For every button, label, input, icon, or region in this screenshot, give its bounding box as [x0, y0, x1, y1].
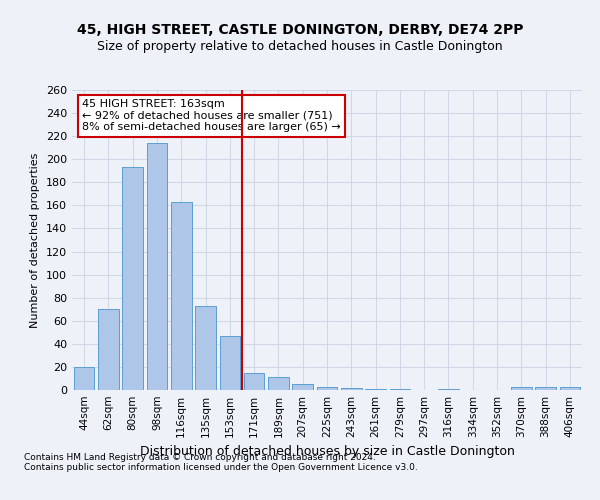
Bar — [535, 386, 556, 390]
Bar — [438, 389, 459, 390]
Bar — [122, 168, 143, 390]
Text: Contains HM Land Registry data © Crown copyright and database right 2024.: Contains HM Land Registry data © Crown c… — [24, 454, 376, 462]
Bar — [511, 386, 532, 390]
Bar — [389, 389, 410, 390]
Bar — [365, 389, 386, 390]
Bar — [195, 306, 216, 390]
Bar — [98, 309, 119, 390]
Bar — [292, 384, 313, 390]
Bar — [268, 378, 289, 390]
Bar — [220, 336, 240, 390]
Bar — [74, 367, 94, 390]
Bar — [146, 143, 167, 390]
Bar — [341, 388, 362, 390]
X-axis label: Distribution of detached houses by size in Castle Donington: Distribution of detached houses by size … — [140, 446, 514, 458]
Bar — [317, 386, 337, 390]
Text: 45, HIGH STREET, CASTLE DONINGTON, DERBY, DE74 2PP: 45, HIGH STREET, CASTLE DONINGTON, DERBY… — [77, 22, 523, 36]
Text: Contains public sector information licensed under the Open Government Licence v3: Contains public sector information licen… — [24, 464, 418, 472]
Bar — [244, 372, 265, 390]
Text: Size of property relative to detached houses in Castle Donington: Size of property relative to detached ho… — [97, 40, 503, 53]
Bar — [560, 386, 580, 390]
Y-axis label: Number of detached properties: Number of detached properties — [31, 152, 40, 328]
Text: 45 HIGH STREET: 163sqm
← 92% of detached houses are smaller (751)
8% of semi-det: 45 HIGH STREET: 163sqm ← 92% of detached… — [82, 99, 341, 132]
Bar — [171, 202, 191, 390]
